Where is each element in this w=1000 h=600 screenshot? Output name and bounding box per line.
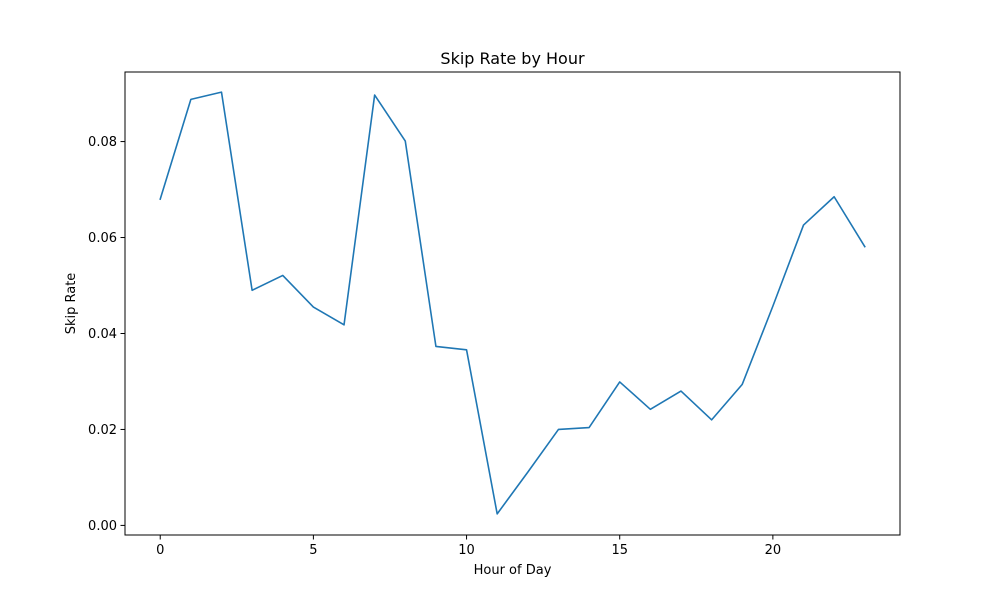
data-point <box>342 323 346 327</box>
x-tick-label: 20 <box>765 543 782 558</box>
data-point <box>189 97 193 101</box>
data-point <box>587 426 591 430</box>
data-point <box>219 90 223 94</box>
y-tick-label: 0.02 <box>88 423 117 438</box>
x-tick-label: 5 <box>309 543 317 558</box>
series-line <box>159 91 866 515</box>
x-tick-label: 10 <box>458 543 475 558</box>
data-point <box>863 245 867 249</box>
y-tick-label: 0.08 <box>88 135 117 150</box>
data-point <box>556 427 560 431</box>
y-axis-label: Skip Rate <box>64 273 79 335</box>
y-axis-ticks: 0.00 0.02 0.04 0.06 0.08 <box>88 135 125 534</box>
data-point <box>648 407 652 411</box>
data-point <box>771 304 775 308</box>
data-point <box>281 273 285 277</box>
data-point <box>495 512 499 516</box>
data-point <box>158 197 162 201</box>
data-point <box>832 195 836 199</box>
x-axis-ticks: 0 5 10 15 20 <box>156 535 781 558</box>
y-tick-label: 0.00 <box>88 519 117 534</box>
data-point <box>373 93 377 97</box>
x-tick-label: 0 <box>156 543 164 558</box>
series-layer <box>158 90 867 516</box>
data-point <box>403 139 407 143</box>
data-point <box>526 470 530 474</box>
data-point <box>710 418 714 422</box>
data-point <box>250 288 254 292</box>
data-point <box>802 223 806 227</box>
data-point <box>311 305 315 309</box>
data-point <box>679 389 683 393</box>
chart-title: Skip Rate by Hour <box>440 49 585 68</box>
plot-area-frame <box>124 71 901 536</box>
x-tick-label: 15 <box>611 543 628 558</box>
data-point <box>465 348 469 352</box>
data-point <box>740 382 744 386</box>
x-axis-label: Hour of Day <box>474 563 552 578</box>
data-point <box>618 380 622 384</box>
y-tick-label: 0.04 <box>88 327 117 342</box>
data-point <box>434 344 438 348</box>
y-tick-label: 0.06 <box>88 231 117 246</box>
